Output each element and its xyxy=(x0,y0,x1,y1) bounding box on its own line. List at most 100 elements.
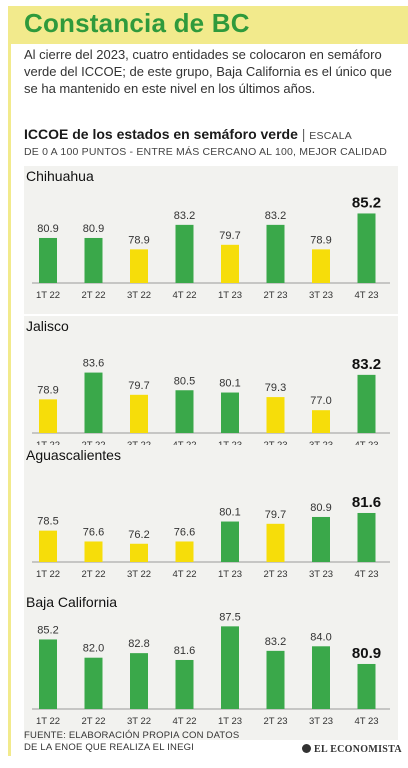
bar-2t23 xyxy=(266,650,285,709)
bar-1t22 xyxy=(39,237,57,283)
bar-2t23 xyxy=(266,224,285,283)
tick-label: 2T 23 xyxy=(263,569,287,580)
value-label: 80.9 xyxy=(83,223,104,235)
intro-text: Al cierre del 2023, cuatro entidades se … xyxy=(24,47,392,96)
bar-1t23 xyxy=(221,521,239,562)
bar-1t22 xyxy=(39,639,57,709)
value-label: 77.0 xyxy=(310,395,331,407)
publisher-logo: EL ECONOMISTA xyxy=(302,744,402,755)
value-label: 79.7 xyxy=(128,380,149,392)
value-label: 78.5 xyxy=(37,516,58,528)
bar-1t22 xyxy=(39,399,57,433)
bar-1t22 xyxy=(39,530,57,562)
publisher-logo-text: EL ECONOMISTA xyxy=(314,744,402,755)
value-label: 84.0 xyxy=(310,631,331,643)
tick-label: 4T 23 xyxy=(354,569,378,580)
chart-heading-title: ICCOE de los estados en semáforo verde xyxy=(24,126,298,142)
value-label: 80.9 xyxy=(310,502,331,514)
value-label: 83.2 xyxy=(174,210,195,222)
bar-3t22 xyxy=(130,543,148,562)
bar-2t23 xyxy=(266,523,285,562)
scale-description: DE 0 A 100 PUNTOS - ENTRE MÁS CERCANO AL… xyxy=(24,146,388,158)
logo-mark-icon xyxy=(302,744,311,753)
value-label: 83.2 xyxy=(352,356,381,373)
bar-1t23 xyxy=(221,392,239,433)
tick-label: 3T 22 xyxy=(127,569,151,580)
bar-4t22 xyxy=(175,390,194,433)
tick-label: 4T 23 xyxy=(354,290,378,301)
state-name: Chihuahua xyxy=(26,168,94,184)
bar-1t23 xyxy=(221,244,239,283)
bar-4t23 xyxy=(357,374,376,433)
tick-label: 3T 23 xyxy=(309,290,333,301)
value-label: 81.6 xyxy=(352,494,381,511)
bar-3t22 xyxy=(130,394,148,433)
tick-label: 3T 23 xyxy=(309,569,333,580)
bar-4t23 xyxy=(357,512,376,562)
tick-label: 2T 22 xyxy=(81,569,105,580)
bar-chart-baja-california: 85.2 1T 22 82.0 2T 22 82.8 3T 22 81.6 4T 22 87.5… xyxy=(32,611,390,727)
value-label: 79.7 xyxy=(219,230,240,242)
bar-3t22 xyxy=(130,249,148,283)
source-line-1: FUENTE: ELABORACIÓN PROPIA CON DATOS xyxy=(24,730,240,741)
bar-2t22 xyxy=(84,372,103,433)
title-band xyxy=(8,6,408,44)
scale-label: ESCALA xyxy=(309,130,352,142)
bar-4t23 xyxy=(357,213,376,283)
bar-3t23 xyxy=(312,516,330,562)
bar-3t22 xyxy=(130,653,148,709)
tick-label: 1T 22 xyxy=(36,716,60,727)
bar-4t22 xyxy=(175,659,194,709)
value-label: 80.5 xyxy=(174,375,195,387)
bar-4t22 xyxy=(175,224,194,283)
bar-3t23 xyxy=(312,646,330,709)
tick-label: 1T 22 xyxy=(36,290,60,301)
bar-2t22 xyxy=(84,657,103,709)
bar-chart-aguascalientes: 78.5 1T 22 76.6 2T 22 76.2 3T 22 76.6 4T 22 80.1… xyxy=(32,494,390,580)
value-label: 79.3 xyxy=(265,382,286,394)
tick-label: 1T 23 xyxy=(218,290,242,301)
value-label: 81.6 xyxy=(174,645,195,657)
page-title: Constancia de BC xyxy=(24,8,250,38)
tick-label: 2T 23 xyxy=(263,290,287,301)
value-label: 76.6 xyxy=(83,526,104,538)
value-label: 87.5 xyxy=(219,611,240,623)
tick-label: 4T 22 xyxy=(172,569,196,580)
value-label: 83.6 xyxy=(83,358,104,370)
chart-panel-aguascalientes: Aguascalientes 78.5 1T 22 76.6 2T 22 76.2 3T … xyxy=(24,445,398,593)
value-label: 80.1 xyxy=(219,507,240,519)
source-line-2: DE LA ENOE QUE REALIZA EL INEGI xyxy=(24,742,195,753)
state-name: Baja California xyxy=(26,594,118,610)
tick-label: 4T 22 xyxy=(172,716,196,727)
chart-panel-baja-california: Baja California 85.2 1T 22 82.0 2T 22 82.8 3T… xyxy=(24,592,398,740)
bar-2t22 xyxy=(84,237,103,283)
bar-2t22 xyxy=(84,541,103,562)
value-label: 82.0 xyxy=(83,643,104,655)
value-label: 78.9 xyxy=(128,234,149,246)
state-name: Aguascalientes xyxy=(26,447,121,463)
state-name: Jalisco xyxy=(26,318,69,334)
bar-1t23 xyxy=(221,626,239,709)
value-label: 82.8 xyxy=(128,638,149,650)
value-label: 78.9 xyxy=(310,234,331,246)
tick-label: 3T 22 xyxy=(127,290,151,301)
source-note: FUENTE: ELABORACIÓN PROPIA CON DATOS DE … xyxy=(24,730,254,754)
bar-chart-chihuahua: 80.9 1T 22 80.9 2T 22 78.9 3T 22 83.2 4T 22 79.7… xyxy=(32,194,390,301)
value-label: 76.6 xyxy=(174,526,195,538)
bar-2t23 xyxy=(266,397,285,433)
chart-heading: ICCOE de los estados en semáforo verde |… xyxy=(24,126,400,142)
tick-label: 2T 22 xyxy=(81,290,105,301)
value-label: 85.2 xyxy=(352,194,381,211)
tick-label: 3T 22 xyxy=(127,716,151,727)
tick-label: 1T 23 xyxy=(218,716,242,727)
tick-label: 4T 23 xyxy=(354,716,378,727)
tick-label: 3T 23 xyxy=(309,716,333,727)
chart-panel-chihuahua: Chihuahua 80.9 1T 22 80.9 2T 22 78.9 3T 22 83.… xyxy=(24,166,398,314)
value-label: 83.2 xyxy=(265,636,286,648)
tick-label: 1T 23 xyxy=(218,569,242,580)
bar-3t23 xyxy=(312,410,330,433)
value-label: 80.9 xyxy=(352,645,381,662)
tick-label: 1T 22 xyxy=(36,569,60,580)
